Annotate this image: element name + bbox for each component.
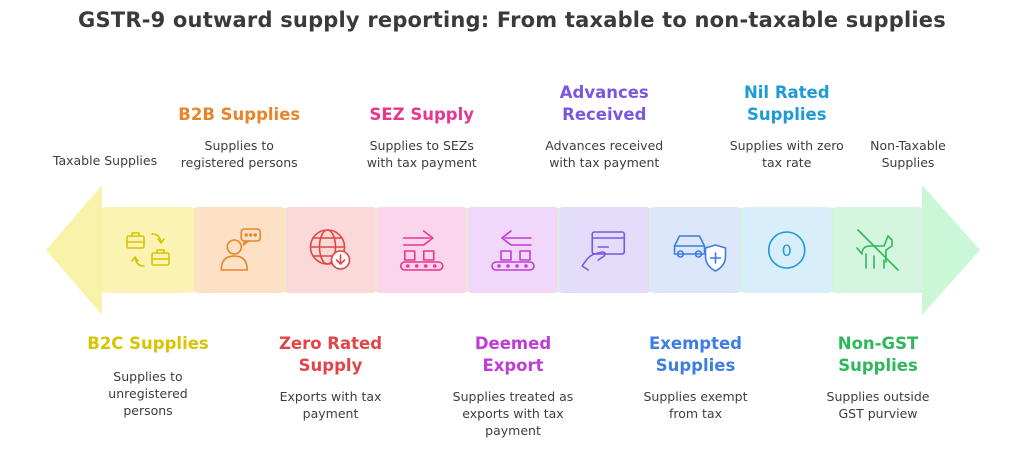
no-dog-icon [856, 229, 899, 271]
left-end-label: Taxable Supplies [52, 153, 158, 168]
heading-line: Supply [298, 356, 363, 375]
bottom-description: Supplies treated as exports with tax payme… [428, 388, 598, 439]
top-description: Supplies to registered persons [154, 137, 324, 171]
bottom-heading: Deemed Export [428, 333, 598, 377]
description-line: Supplies outside [826, 389, 930, 404]
hand-card-icon [581, 231, 626, 271]
right-end-label-line: Non-Taxable [870, 138, 946, 153]
zero-circle-icon: 0 [767, 231, 806, 269]
top-heading: B2B Supplies [154, 104, 324, 126]
heading-line: Export [482, 356, 544, 375]
description-line: Supplies to [113, 369, 183, 384]
description-line: payment [302, 406, 359, 421]
bottom-heading: Exempted Supplies [611, 333, 781, 377]
description-line: Supplies exempt [643, 389, 748, 404]
top-description: Supplies to SEZs with tax payment [337, 137, 507, 171]
person-chat-icon [220, 228, 262, 271]
description-line: Exports with tax [279, 389, 382, 404]
heading-line: Advances [559, 83, 649, 102]
description-line: GST purview [838, 406, 918, 421]
briefcase-exchange-icon [126, 232, 170, 267]
heading-line: Received [562, 105, 647, 124]
segment-advances [559, 207, 650, 293]
globe-download-icon [309, 229, 351, 270]
zero-glyph: 0 [782, 241, 792, 260]
right-end-label: Non-Taxable Supplies [838, 137, 978, 171]
description-line: persons [123, 403, 173, 418]
heading-line: Nil Rated [743, 83, 830, 102]
top-description: Advances received with tax payment [519, 137, 689, 171]
description-line: registered persons [180, 155, 298, 170]
heading-line: Exempted [649, 334, 742, 353]
bottom-description: Exports with tax payment [246, 388, 416, 422]
conveyor-left-icon [491, 230, 535, 271]
description-line: from tax [668, 406, 723, 421]
right-end-label-line: Supplies [881, 155, 935, 170]
segment-zero-rated [285, 207, 376, 293]
description-line: Supplies with zero [729, 138, 844, 153]
bottom-description: Supplies to unregistered persons [63, 368, 233, 419]
heading-line: B2C Supplies [87, 334, 209, 353]
segment-nil-rated [741, 207, 832, 293]
description-line: Supplies to SEZs [369, 138, 474, 153]
description-line: tax rate [762, 155, 812, 170]
bottom-description: Supplies exempt from tax [611, 388, 781, 422]
conveyor-right-icon [399, 230, 444, 271]
bottom-description: Supplies outside GST purview [793, 388, 963, 422]
car-shield-icon [673, 235, 727, 272]
heading-line: Supplies [655, 356, 736, 375]
heading-line: Zero Rated [278, 334, 383, 353]
description-line: Advances received [545, 138, 664, 153]
heading-line: Supplies [746, 105, 827, 124]
segment-b2b [194, 207, 285, 293]
top-description: Supplies with zero tax rate [702, 137, 872, 171]
top-heading: SEZ Supply [337, 104, 507, 126]
description-line: with tax payment [366, 155, 477, 170]
segment-deemed-export [468, 207, 558, 293]
bottom-heading: Zero Rated Supply [246, 333, 416, 377]
segment-sez [376, 207, 467, 293]
bottom-heading: Non-GST Supplies [793, 333, 963, 377]
description-line: unregistered [108, 386, 188, 401]
description-line: payment [485, 423, 541, 438]
heading-line: B2B Supplies [178, 105, 301, 124]
segment-exempted [650, 207, 741, 293]
heading-line: Non-GST [837, 334, 919, 353]
heading-line: SEZ Supply [369, 105, 475, 124]
segment-b2c [103, 207, 193, 293]
page-title: GSTR-9 outward supply reporting: From ta… [78, 8, 946, 32]
description-line: Supplies to [204, 138, 274, 153]
description-line: Supplies treated as [452, 389, 574, 404]
description-line: with tax payment [549, 155, 660, 170]
top-heading: Nil Rated Supplies [702, 82, 872, 126]
top-heading: Advances Received [519, 82, 689, 126]
heading-line: Supplies [838, 356, 918, 375]
heading-line: Deemed [474, 334, 552, 353]
description-line: exports with tax [462, 406, 564, 421]
bottom-heading: B2C Supplies [63, 333, 233, 355]
